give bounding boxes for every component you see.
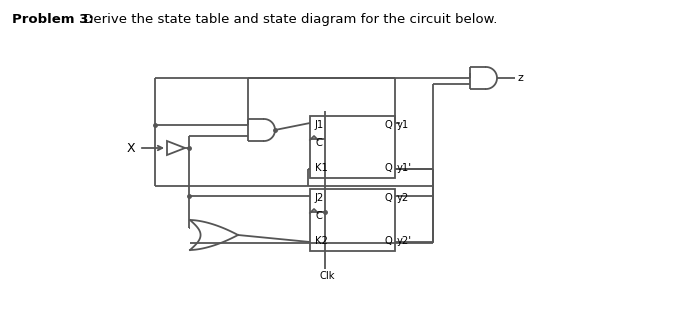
Text: y2': y2'	[397, 236, 412, 246]
Text: K1: K1	[315, 163, 328, 173]
Text: z: z	[517, 73, 523, 83]
Text: J2: J2	[315, 193, 324, 203]
Text: Clk: Clk	[320, 271, 335, 281]
Text: y1: y1	[397, 120, 410, 130]
Text: C: C	[315, 211, 322, 221]
Text: J1: J1	[315, 120, 324, 130]
Text: Q: Q	[384, 193, 392, 203]
Text: X: X	[127, 141, 135, 155]
Bar	[310, 189, 395, 251]
Text: y2: y2	[397, 193, 410, 203]
Text: Q: Q	[384, 163, 392, 173]
Bar	[310, 116, 395, 178]
Text: Problem 3:: Problem 3:	[12, 13, 94, 26]
Text: Derive the state table and state diagram for the circuit below.: Derive the state table and state diagram…	[79, 13, 498, 26]
Text: Q: Q	[384, 236, 392, 246]
Text: Q: Q	[384, 120, 392, 130]
Text: K2: K2	[315, 236, 328, 246]
Text: C: C	[315, 138, 322, 148]
Text: y1': y1'	[397, 163, 412, 173]
